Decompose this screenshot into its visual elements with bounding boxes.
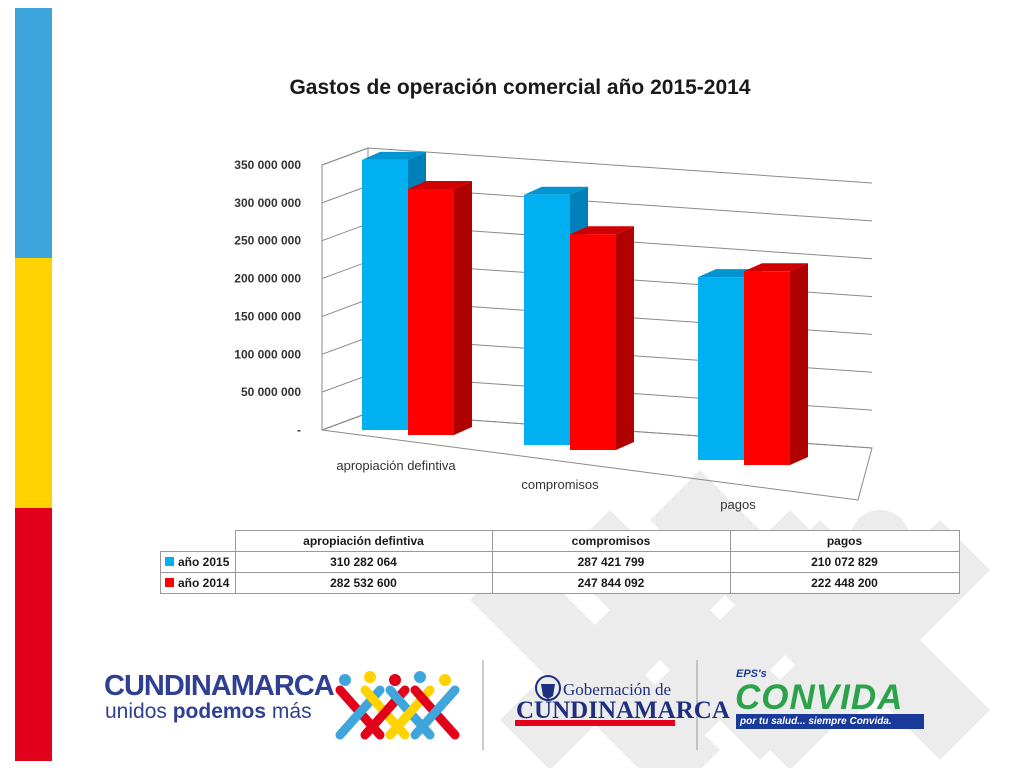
bar-top [570,226,634,235]
decorative-stripe-red [15,508,52,761]
gobernacion-logo-line1: Gobernación de [563,680,672,699]
series-label: año 2014 [178,576,230,590]
bar-front [408,188,454,435]
bar-side [790,263,808,465]
bar [744,263,808,465]
decorative-stripe-blue [15,8,52,258]
y-tick-label: 50 000 000 [241,385,301,399]
gobernacion-red-band [515,720,675,726]
x-category-label: apropiación defintiva [336,458,456,473]
table-cell: 210 072 829 [729,551,960,573]
cundinamarca-logo-slogan: unidos podemos más [105,700,312,724]
bar-front [524,194,570,445]
table-cell: 287 421 799 [491,551,731,573]
y-tick-label: 300 000 000 [234,196,301,210]
table-cell: 222 448 200 [729,572,960,594]
gridline [321,147,873,184]
bar-front [698,277,744,460]
bar-front [570,234,616,450]
legend-swatch-2014 [165,578,174,587]
y-tick-label: 200 000 000 [234,272,301,286]
bar [408,180,472,435]
chart-title: Gastos de operación comercial año 2015-2… [289,76,751,99]
x-category-label: pagos [720,497,756,512]
bar [570,226,634,450]
y-tick-label: 100 000 000 [234,347,301,361]
coat-of-arms-icon [535,675,561,701]
chart-side-wall [321,147,369,431]
slogan-bold-part: podemos [172,700,267,723]
table-header-cell: pagos [729,530,960,552]
bar-side [616,226,634,450]
table-corner-cell [160,530,236,552]
slogan-part: unidos [105,700,173,723]
chart-data-table: apropiación defintiva compromisos pagos … [160,530,960,594]
bar-top [362,151,426,160]
bar-front [362,159,408,430]
x-category-label: compromisos [521,477,599,492]
footer-logos [335,660,698,750]
y-tick-label: - [297,423,301,437]
y-tick-label: 250 000 000 [234,234,301,248]
table-row: año 2014 282 532 600 247 844 092 222 448… [160,572,960,594]
x-axis-categories: apropiación defintiva compromisos pagos [336,458,756,512]
chart-floor [321,412,873,501]
table-header-row: apropiación defintiva compromisos pagos [160,530,960,552]
convida-logo-eps: EPS's [736,668,767,680]
table-cell: 310 282 064 [234,551,493,573]
gobernacion-logo-line2: CUNDINAMARCA [516,697,730,724]
chart-bars [362,151,808,465]
table-cell: 282 532 600 [234,572,493,594]
legend-swatch-2015 [165,557,174,566]
y-tick-label: 350 000 000 [234,158,301,172]
bar-side [454,180,472,435]
table-row: año 2015 310 282 064 287 421 799 210 072… [160,551,960,573]
y-tick-label: 150 000 000 [234,309,301,323]
series-label: año 2015 [178,555,230,569]
series-key-2014: año 2014 [160,572,236,594]
bar-top [408,180,472,189]
decorative-stripe-yellow [15,258,52,508]
convida-logo-name: CONVIDA [735,678,904,717]
series-key-2015: año 2015 [160,551,236,573]
table-header-cell: compromisos [491,530,731,552]
people-chain-logo [335,671,460,740]
slogan-part: más [266,700,312,723]
table-header-cell: apropiación defintiva [234,530,493,552]
bar-top [744,263,808,272]
cundinamarca-logo-title: CUNDINAMARCA [104,670,335,702]
bar-top [524,186,588,195]
bar-front [744,271,790,465]
convida-logo-slogan: por tu salud... siempre Convida. [736,714,924,729]
y-axis-ticks: - 50 000 000 100 000 000 150 000 000 200 000… [234,158,301,437]
table-cell: 247 844 092 [491,572,731,594]
